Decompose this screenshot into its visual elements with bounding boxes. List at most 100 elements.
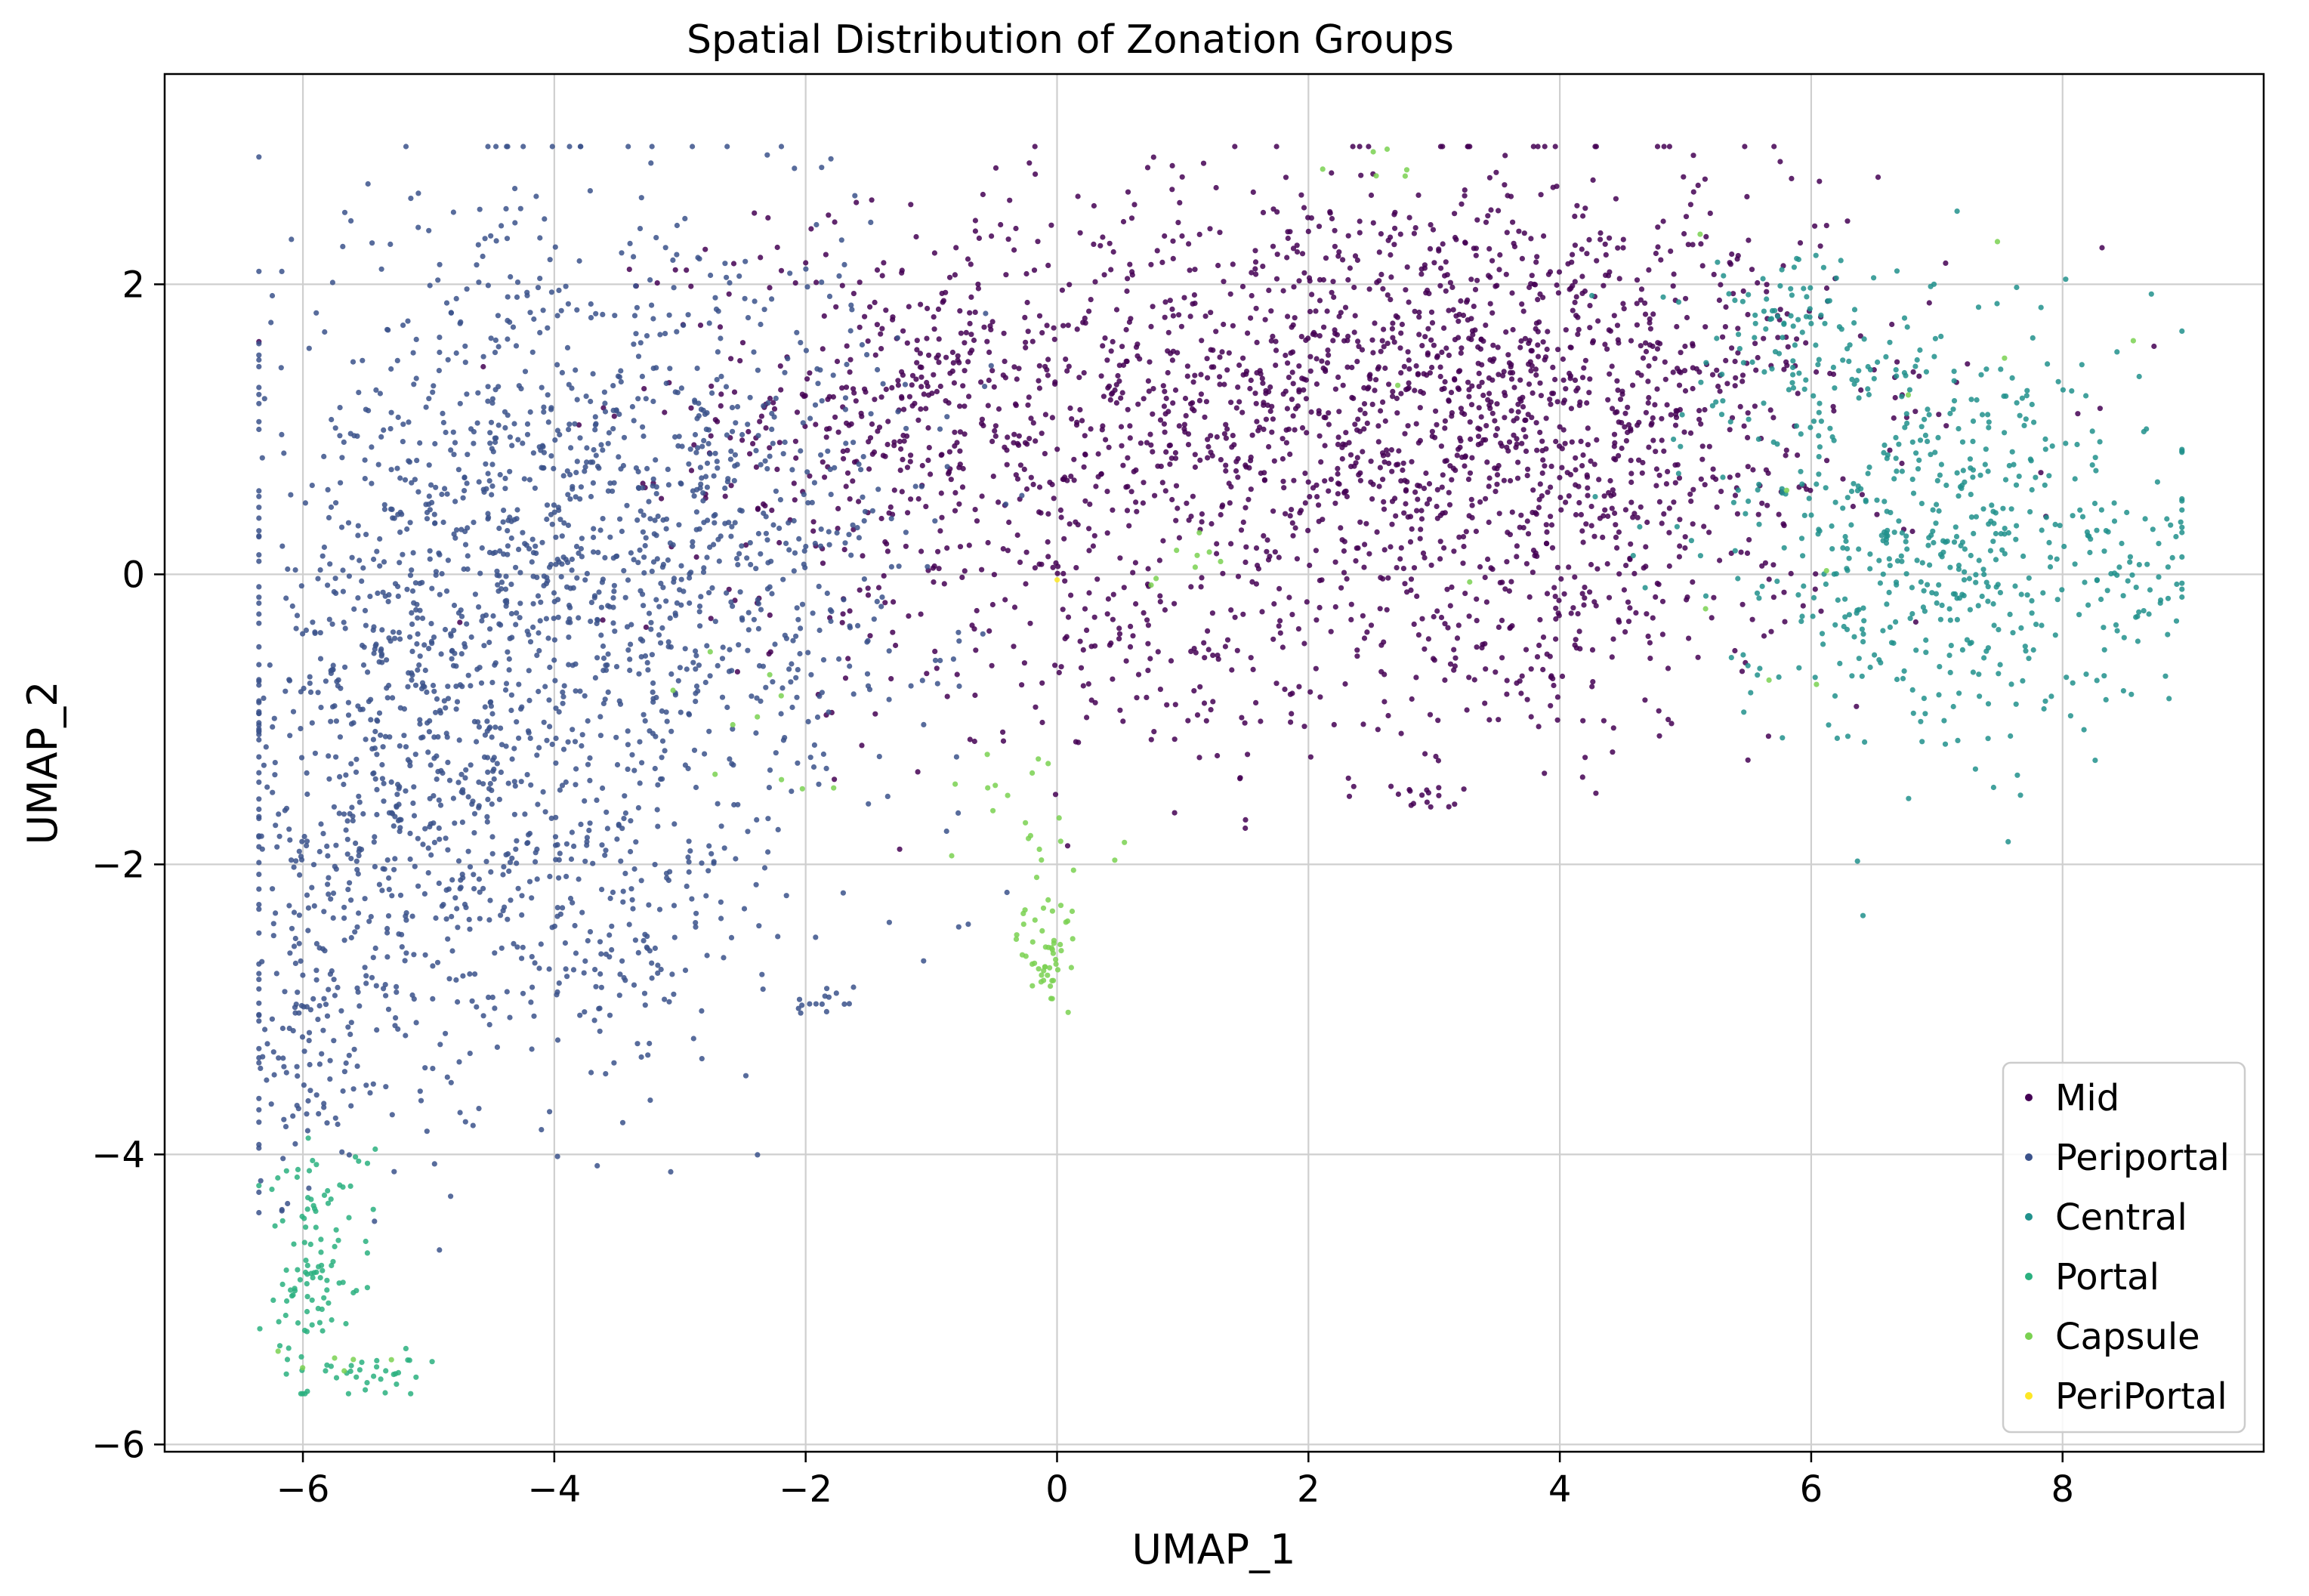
scatter-point [862,313,868,320]
scatter-point [728,356,734,362]
scatter-point [967,310,973,316]
scatter-point [1501,369,1507,375]
scatter-point [1567,370,1573,376]
scatter-point [530,550,537,556]
scatter-point [1728,550,1734,557]
scatter-point [256,806,262,812]
scatter-point [956,683,962,690]
scatter-point [1376,483,1382,489]
scatter-point [1433,408,1439,414]
scatter-point [883,307,889,313]
scatter-point [301,1048,307,1054]
scatter-point [796,996,803,1002]
scatter-point [1630,514,1636,520]
scatter-point [767,445,773,451]
scatter-point [1148,736,1154,742]
scatter-point [1285,235,1291,242]
scatter-point [1331,294,1337,301]
scatter-point [407,520,413,526]
scatter-point [360,706,366,712]
scatter-point [1398,730,1404,736]
scatter-point [1148,442,1154,448]
scatter-point [1253,305,1259,311]
scatter-point [755,530,762,537]
scatter-point [789,661,795,667]
scatter-point [1634,277,1641,283]
scatter-point [1219,504,1225,510]
scatter-point [1224,637,1231,643]
scatter-point [642,653,649,659]
scatter-point [378,434,384,440]
scatter-point [982,384,988,390]
scatter-point [377,536,383,542]
scatter-point [1209,520,1215,527]
scatter-point [693,653,699,659]
scatter-point [1554,694,1560,700]
scatter-point [1223,421,1229,428]
scatter-point [1502,415,1508,421]
scatter-point [1475,360,1481,366]
scatter-point [1389,468,1395,474]
scatter-point [1685,242,1691,248]
scatter-point [824,986,830,992]
scatter-point [795,616,801,622]
scatter-point [1332,243,1338,249]
scatter-point [454,699,461,705]
scatter-point [1369,337,1375,343]
scatter-point [554,1037,561,1043]
scatter-point [1320,276,1326,283]
scatter-point [1730,291,1736,297]
scatter-point [1027,620,1033,626]
scatter-point [1200,160,1207,166]
scatter-point [1535,144,1541,150]
scatter-point [1625,619,1632,625]
scatter-point [301,833,307,840]
scatter-point [587,188,594,194]
scatter-point [1506,439,1513,445]
scatter-point [464,286,470,292]
scatter-point [649,975,655,981]
scatter-point [317,630,323,636]
scatter-point [1645,378,1651,384]
scatter-point [1586,236,1592,242]
scatter-point [1235,573,1242,579]
scatter-point [616,823,622,829]
scatter-point [1613,522,1619,528]
scatter-point [1354,653,1360,659]
scatter-point [1419,792,1425,798]
scatter-point [1983,366,1990,372]
scatter-point [387,734,393,740]
scatter-point [1079,418,1085,424]
scatter-point [1922,416,1928,422]
scatter-point [643,535,649,541]
scatter-point [343,772,349,778]
scatter-point [563,779,569,786]
scatter-point [671,903,678,909]
scatter-point [709,585,715,591]
scatter-point [1709,615,1715,621]
scatter-point [909,403,915,409]
scatter-point [338,524,345,530]
scatter-point [1335,480,1341,486]
scatter-point [1317,694,1323,700]
scatter-point [1573,482,1579,488]
scatter-point [256,678,262,684]
scatter-point [1508,364,1514,370]
scatter-point [1405,349,1411,355]
scatter-point [1458,406,1464,412]
scatter-point [1394,565,1400,571]
scatter-point [1560,377,1567,383]
scatter-point [344,818,350,824]
scatter-point [1755,436,1761,443]
scatter-point [980,631,986,637]
scatter-point [551,637,558,643]
scatter-point [557,517,563,523]
scatter-point [1666,505,1672,511]
scatter-point [297,872,303,878]
scatter-point [409,621,415,628]
scatter-point [1646,267,1652,273]
scatter-point [1427,712,1434,718]
scatter-point [1727,260,1733,266]
scatter-point [1286,375,1292,381]
scatter-point [1023,486,1030,492]
